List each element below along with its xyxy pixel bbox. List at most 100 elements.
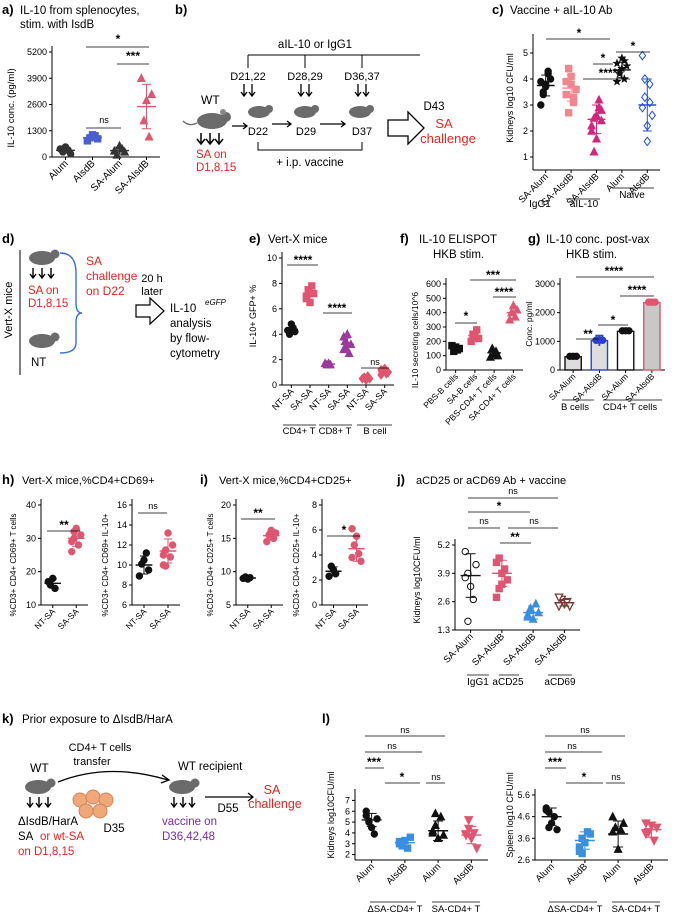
y-tick-label: 5 <box>226 600 231 610</box>
data-point <box>362 807 370 815</box>
panel-g-group-b: B cells <box>561 402 589 413</box>
x-tick-label: Alum <box>534 861 557 884</box>
panel-l2-sig-5: ns <box>611 772 621 782</box>
data-point <box>159 551 168 559</box>
y-tick-label: 6 <box>272 304 277 314</box>
panel-d: d) Vert-X mice SA on D1,8,15 NT SA chall… <box>2 231 227 375</box>
panel-d-egfp: eGFP <box>205 298 227 307</box>
panel-f-ylabel: IL-10 secreting cells/10^6 <box>410 292 420 388</box>
data-point <box>461 547 469 556</box>
y-tick-label: 5.2 <box>437 540 450 550</box>
y-tick-label: 2 <box>345 850 350 860</box>
data-point <box>564 64 573 73</box>
panel-j-title: aCD25 or aCD69 Ab + vaccine <box>416 475 566 487</box>
panel-b-vaccine: + i.p. vaccine <box>276 157 343 169</box>
panel-k-recipient: WT recipient <box>178 761 243 773</box>
mouse-icon <box>294 105 319 118</box>
x-tick-label: AIsdB <box>564 861 590 887</box>
x-tick-label: Alum <box>47 158 71 182</box>
data-point <box>309 289 318 298</box>
panel-e-letter: e) <box>249 231 261 246</box>
y-tick-label: 8 <box>122 580 127 590</box>
y-tick-label: 14 <box>117 520 127 530</box>
panel-b-challenge-2: challenge <box>420 131 476 146</box>
panel-k-challenge-2: challenge <box>248 797 302 811</box>
panel-j-group-igg1: IgG1 <box>467 677 489 688</box>
panel-j-sig-4: ns <box>529 516 539 526</box>
y-tick-label: 4 <box>345 828 350 838</box>
y-tick-label: 15 <box>221 533 231 543</box>
y-tick-label: 1 <box>523 152 528 162</box>
panel-i-letter: i) <box>200 472 208 487</box>
data-point <box>572 352 581 361</box>
panel-i-title: Vert-X mice,%CD4+CD25+ <box>219 475 352 487</box>
y-tick-label: 3 <box>523 100 528 110</box>
panel-l2-sig-3: *** <box>548 755 562 769</box>
panel-k-donor-2b: or wt-SA <box>40 831 84 843</box>
data-point <box>495 554 503 562</box>
panel-a-ylabel: IL-10 conc. (pg/ml) <box>6 68 17 147</box>
panel-d-analysis-3: cytometry <box>170 348 220 360</box>
y-tick-label: 300 <box>426 322 441 332</box>
panel-a-sig-ns: ns <box>99 115 109 125</box>
panel-b-antibody: aIL-10 or IgG1 <box>278 39 352 51</box>
panel-g-ylabel: Conc. pg/ml <box>524 301 534 346</box>
panel-l-ylabel-2: Spleen log10 CFU/ml <box>505 772 515 858</box>
data-point <box>355 550 363 558</box>
panel-a-title-2: stim. with IsdB <box>20 19 94 31</box>
data-point <box>168 541 177 549</box>
x-tick-label: SA-AIsdB <box>501 631 538 668</box>
panel-e-ylabel: IL-10+ GFP+ % <box>248 285 258 348</box>
panel-f-title-2: HKB stim. <box>433 249 484 261</box>
panel-e-sig-2: **** <box>328 301 347 315</box>
data-point <box>463 816 474 826</box>
data-point <box>554 593 564 603</box>
y-tick-label: 20 <box>221 500 231 510</box>
data-point <box>539 88 547 96</box>
data-point <box>403 844 412 852</box>
y-tick-label: 0 <box>550 365 555 375</box>
y-tick-label: 5.6 <box>517 790 530 800</box>
panel-g: g) IL-10 conc. post-vax HKB stim. Conc. … <box>524 231 665 413</box>
data-point <box>428 827 438 837</box>
panel-b-inj-day-2: D28,29 <box>287 71 322 83</box>
panel-h-letter: h) <box>2 472 14 487</box>
panel-g-sig-2: * <box>611 313 616 327</box>
data-point <box>531 598 541 608</box>
panel-b-vax-day-1: D22 <box>248 126 268 138</box>
data-point <box>591 133 602 143</box>
y-tick-label: 12 <box>117 540 127 550</box>
panel-l-group-2a: ΔSA-CD4+ T <box>547 904 602 915</box>
panel-k-donor-1: ΔIsdB/HarA <box>18 816 78 828</box>
data-point <box>348 525 356 533</box>
data-point <box>619 818 629 827</box>
y-tick-label: 7 <box>345 795 350 805</box>
panel-k: k) Prior exposure to ΔIsdB/HarA WT ΔIsdB… <box>2 711 302 858</box>
y-tick-label: 8 <box>272 278 277 288</box>
y-tick-label: 8 <box>312 500 317 510</box>
y-tick-label: 20 <box>26 567 36 577</box>
panel-l-sig-1: ns <box>400 725 410 735</box>
y-tick-label: 4 <box>312 550 317 560</box>
panel-h-sig-1: ** <box>59 518 69 532</box>
panel-g-sig-4: **** <box>628 283 647 297</box>
data-point <box>464 617 472 625</box>
panel-h-ylabel-1: %CD3+ CD4+ CD69+ T cells <box>9 513 18 616</box>
panel-k-donor-3: on D1,8,15 <box>18 846 74 858</box>
x-tick-label: SA-SA <box>147 606 172 631</box>
panel-g-sig-1: ** <box>583 327 593 341</box>
panel-i-sig-2: * <box>342 523 347 537</box>
x-tick-label: Alum <box>600 861 623 884</box>
panel-e-group-cd4: CD4+ T <box>283 426 316 437</box>
data-point <box>562 90 570 99</box>
x-tick-label: SA-AIsdB <box>470 631 507 668</box>
y-tick-label: 5 <box>345 817 350 827</box>
y-tick-label: 1300 <box>27 126 47 136</box>
y-tick-label: 1000 <box>535 336 555 346</box>
panel-b-vax-day-2: D29 <box>296 126 316 138</box>
panel-g-letter: g) <box>528 231 540 246</box>
